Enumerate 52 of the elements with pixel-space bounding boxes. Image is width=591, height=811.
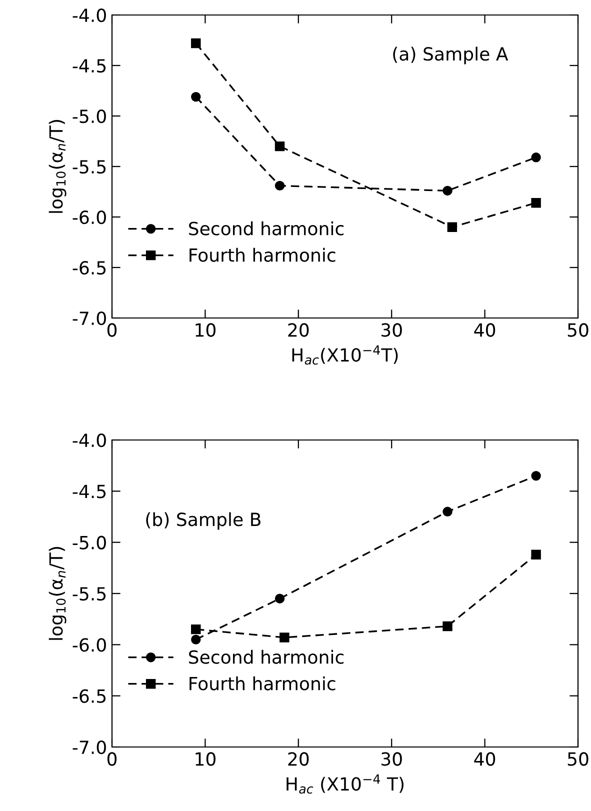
y-tick-label: -5.5	[72, 160, 106, 174]
x-tick-label: 10	[196, 752, 216, 766]
x-tick-label: 30	[381, 752, 402, 766]
x-tick-label: 50	[568, 752, 588, 766]
point	[191, 624, 201, 634]
point	[447, 222, 458, 232]
point	[191, 634, 201, 644]
y-tick-label: -6.0	[72, 638, 106, 652]
y-tick-label: -5.5	[72, 587, 106, 601]
y-tick-label: -4.5	[72, 484, 106, 498]
y-axis-title: log$_{10}$(α$_{n}$/T)	[48, 547, 66, 640]
annotation: (b) Sample B	[146, 512, 260, 530]
y-tick-label: -6.0	[72, 210, 106, 224]
y-tick-label: -6.5	[72, 689, 106, 703]
x-tick-label: 50	[568, 323, 588, 337]
x-tick-label: 30	[381, 323, 402, 337]
annotation: (a) Sample A	[393, 46, 508, 64]
x-tick-label: 40	[474, 752, 496, 766]
x-tick-label: 20	[288, 752, 309, 766]
y-tick-label: -7.0	[72, 740, 106, 754]
x-tick-label: 20	[288, 323, 309, 337]
x-axis-title: H$_{ac}$(X10$^{−4}$T)	[292, 345, 398, 365]
y-tick-label: -4.0	[72, 433, 106, 448]
x-tick-label: 0	[107, 752, 117, 766]
point	[442, 506, 452, 516]
point	[191, 92, 201, 102]
y-tick-label: -5.0	[72, 109, 106, 124]
legend-label: Fourth harmonic	[190, 676, 336, 690]
point	[274, 180, 285, 191]
y-tick-label: -4.5	[72, 59, 106, 73]
y-tick-label: -5.0	[72, 536, 106, 550]
y-tick-label: -6.5	[72, 260, 106, 275]
y-axis-title: log$_{10}$(α$_{n}$/T)	[48, 120, 66, 213]
y-tick-label: -7.0	[72, 311, 106, 326]
legend-label: Second harmonic	[189, 221, 344, 236]
x-tick-label: 0	[107, 323, 117, 337]
point	[531, 550, 541, 560]
point	[274, 594, 285, 604]
x-axis-title: H$_{ac}$ (X10$^{−4}$ T)	[286, 774, 404, 794]
x-tick-label: 10	[196, 323, 216, 337]
point	[531, 470, 541, 481]
point	[531, 152, 541, 162]
point	[442, 186, 452, 196]
point	[280, 632, 290, 642]
x-tick-label: 40	[474, 323, 496, 337]
point	[191, 38, 201, 48]
point	[442, 621, 452, 632]
point	[274, 141, 285, 152]
y-tick-label: -4.0	[72, 8, 106, 22]
legend-label: Second harmonic	[189, 650, 344, 664]
point	[531, 198, 541, 208]
legend-label: Fourth harmonic	[190, 248, 336, 262]
